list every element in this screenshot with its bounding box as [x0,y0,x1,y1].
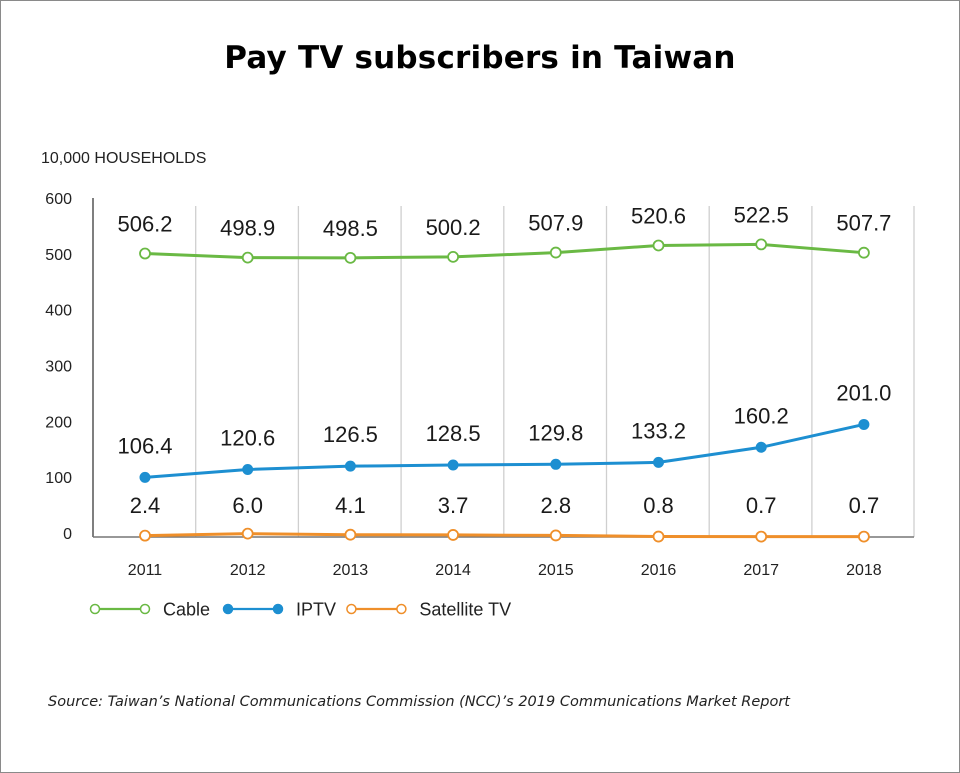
data-label: 128.5 [426,421,481,446]
legend-label: Satellite TV [419,600,511,620]
data-label: 507.7 [836,211,891,236]
data-label: 2.8 [541,493,572,518]
y-tick-label: 300 [45,359,72,376]
data-label: 129.8 [528,420,583,445]
data-point [652,239,665,252]
y-tick-label: 600 [45,191,72,208]
y-tick-label: 100 [45,470,72,487]
data-label: 133.2 [631,418,686,443]
legend-marker [396,603,407,615]
data-point [858,418,870,430]
data-label: 126.5 [323,422,378,447]
x-tick-labels: 2011 2012 2013 2014 2015 2016 2017 2018 [128,562,882,579]
data-point [241,527,254,540]
series-line [144,532,864,539]
data-point [344,460,356,472]
series-line [144,422,865,479]
x-tick-label: 2018 [846,562,882,579]
legend-label: Cable [163,600,210,620]
y-axis-label: 10,000 HOUSEHOLDS [41,150,206,167]
y-tick-label: 500 [45,247,72,264]
source-note: Source: Taiwan’s National Communications… [48,694,790,710]
y-tick-labels: 0 100 200 300 400 500 600 [45,191,72,543]
data-label: 0.8 [643,493,674,518]
data-point [652,530,665,543]
gridlines [195,206,915,537]
legend-item: Satellite TV [346,600,511,620]
legend: Cable IPTV Satellite TV [89,600,511,620]
data-label: 201.0 [836,380,891,405]
data-point [139,471,151,483]
legend-marker [346,603,357,615]
x-tick-label: 2016 [641,562,677,579]
series-iptv [139,418,870,483]
data-label: 2.4 [130,493,161,518]
data-point [549,529,562,542]
data-point [344,528,357,541]
data-point [858,246,870,259]
data-point [344,251,357,264]
legend-marker [89,603,101,615]
data-point [858,530,870,543]
data-label: 507.9 [528,211,583,236]
series-satellite-tv [139,527,870,543]
data-label: 120.6 [220,425,275,450]
data-point [447,529,460,541]
data-label: 4.1 [335,493,366,518]
series-layer [139,238,870,543]
data-label: 160.2 [734,403,789,428]
data-point [447,459,459,471]
data-label: 3.7 [438,493,469,518]
data-label: 0.7 [849,493,880,518]
data-label: 506.2 [117,212,172,237]
data-point [549,246,562,259]
data-label: 500.2 [426,215,481,240]
data-label: 522.5 [734,202,789,227]
data-point [139,529,151,542]
data-label: 520.6 [631,203,686,228]
data-label: 106.4 [117,433,172,458]
chart-title: Pay TV subscribers in Taiwan [224,40,736,76]
legend-item: IPTV [222,600,336,620]
data-point [653,456,664,468]
legend-item: Cable [89,600,210,620]
data-label: 0.7 [746,493,777,518]
x-tick-label: 2011 [128,562,163,579]
data-label: 498.9 [220,216,275,241]
legend-marker [222,603,234,615]
y-tick-label: 0 [63,526,72,543]
x-tick-label: 2015 [538,562,574,579]
data-label: 498.5 [323,216,378,241]
data-point [139,247,151,260]
data-point [241,251,254,264]
legend-marker [272,603,284,615]
x-tick-label: 2014 [435,562,471,579]
y-tick-label: 200 [45,414,72,431]
data-point [550,458,562,470]
series-line [144,242,865,260]
data-point [755,530,768,543]
x-tick-label: 2017 [743,562,779,579]
data-point [447,250,460,263]
data-point [242,463,254,475]
data-labels: 506.2 498.9 498.5 500.2 507.9 520.6 522.5 507.7… [117,202,891,518]
data-label: 6.0 [232,493,263,518]
y-tick-label: 400 [45,303,72,320]
legend-label: IPTV [296,600,336,620]
data-point [755,441,767,453]
data-point [755,238,768,251]
x-tick-label: 2012 [230,562,266,579]
legend-marker [139,603,151,615]
series-cable [139,238,870,264]
x-tick-label: 2013 [333,562,369,579]
